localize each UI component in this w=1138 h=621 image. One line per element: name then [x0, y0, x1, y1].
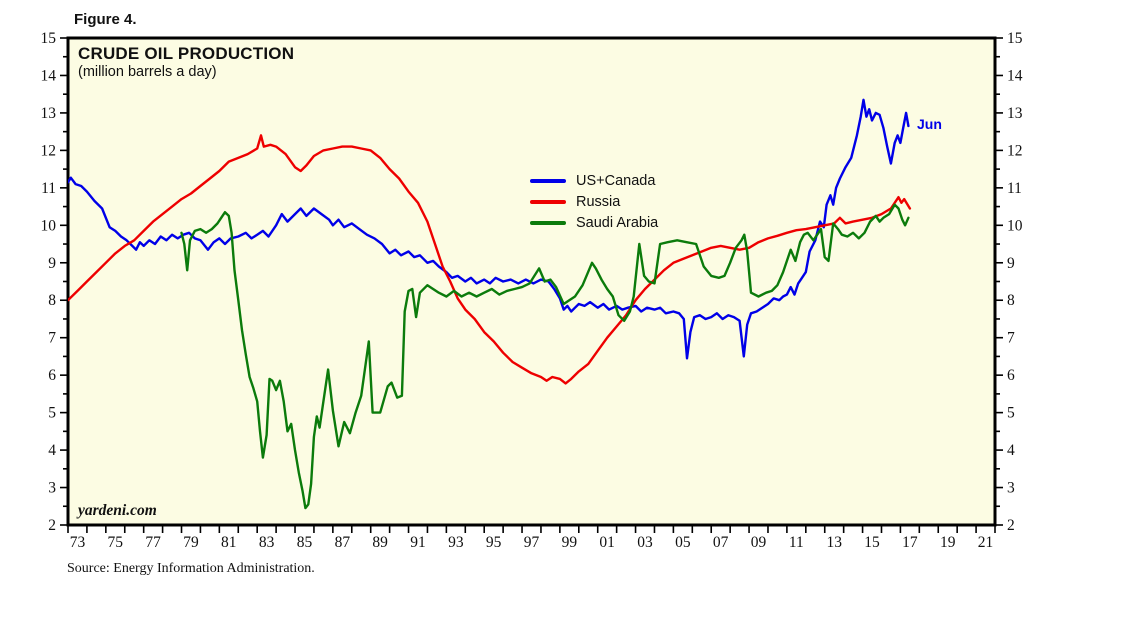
- legend-item-us-canada: US+Canada: [530, 170, 658, 191]
- y-tick-label-left: 9: [48, 255, 56, 272]
- us-canada-line-swatch: [530, 178, 566, 183]
- y-tick-label-right: 6: [1007, 367, 1015, 384]
- x-tick-label: 95: [486, 534, 502, 551]
- x-tick-label: 17: [902, 534, 918, 551]
- x-tick-label: 99: [562, 534, 578, 551]
- y-tick-label-right: 12: [1007, 142, 1023, 159]
- y-tick-label-left: 6: [48, 367, 56, 384]
- figure-label: Figure 4.: [74, 11, 137, 28]
- y-tick-label-left: 15: [41, 30, 57, 47]
- x-tick-label: 91: [410, 534, 426, 551]
- y-tick-label-left: 3: [48, 480, 56, 497]
- x-tick-label: 83: [259, 534, 275, 551]
- x-tick-label: 73: [70, 534, 86, 551]
- x-tick-label: 87: [335, 534, 351, 551]
- series-line-russia: [68, 134, 912, 385]
- y-tick-label-right: 14: [1007, 67, 1023, 84]
- x-tick-label: 11: [789, 534, 804, 551]
- y-tick-label-left: 4: [48, 442, 56, 459]
- x-tick-label: 21: [978, 534, 994, 551]
- x-tick-label: 75: [108, 534, 124, 551]
- y-tick-label-left: 12: [41, 142, 57, 159]
- y-tick-label-left: 10: [41, 217, 57, 234]
- y-tick-label-left: 14: [41, 67, 57, 84]
- jun-annotation: Jun: [917, 116, 942, 132]
- y-tick-label-left: 8: [48, 292, 56, 309]
- legend-item-russia: Russia: [530, 191, 658, 212]
- x-tick-label: 97: [524, 534, 540, 551]
- y-tick-label-left: 13: [41, 105, 57, 122]
- x-tick-label: 15: [864, 534, 880, 551]
- x-tick-label: 93: [448, 534, 464, 551]
- y-tick-label-right: 11: [1007, 180, 1022, 197]
- y-tick-label-right: 9: [1007, 255, 1015, 272]
- y-tick-label-left: 2: [48, 517, 56, 534]
- series-line-saudi-arabia: [180, 203, 910, 510]
- legend-label-russia: Russia: [576, 193, 621, 210]
- y-tick-label-right: 8: [1007, 292, 1015, 309]
- legend-label-saudi-arabia: Saudi Arabia: [576, 214, 659, 231]
- y-tick-label-left: 5: [48, 405, 56, 422]
- x-tick-label: 79: [183, 534, 199, 551]
- y-tick-label-right: 4: [1007, 442, 1015, 459]
- russia-line-swatch: [530, 199, 566, 204]
- yardeni-watermark: yardeni.com: [78, 502, 157, 519]
- y-tick-label-right: 10: [1007, 217, 1023, 234]
- x-tick-label: 19: [940, 534, 956, 551]
- y-tick-label-right: 5: [1007, 405, 1015, 422]
- x-tick-label: 77: [145, 534, 161, 551]
- x-tick-label: 01: [599, 534, 615, 551]
- legend-label-us-canada: US+Canada: [576, 172, 656, 189]
- chart-title: CRUDE OIL PRODUCTION: [78, 44, 295, 63]
- saudi-arabia-line-swatch: [530, 220, 566, 225]
- x-tick-label: 81: [221, 534, 237, 551]
- y-tick-label-right: 15: [1007, 30, 1023, 47]
- x-tick-label: 85: [297, 534, 313, 551]
- chart-subtitle: (million barrels a day): [78, 64, 217, 80]
- y-tick-label-right: 3: [1007, 480, 1015, 497]
- x-tick-label: 07: [713, 534, 729, 551]
- x-tick-label: 09: [751, 534, 767, 551]
- x-tick-label: 05: [675, 534, 691, 551]
- chart-legend: US+Canada Russia Saudi Arabia: [530, 170, 658, 233]
- y-tick-label-left: 11: [41, 180, 56, 197]
- legend-item-saudi-arabia: Saudi Arabia: [530, 212, 658, 233]
- x-tick-label: 03: [637, 534, 653, 551]
- y-tick-label-right: 13: [1007, 105, 1023, 122]
- x-tick-label: 13: [826, 534, 842, 551]
- y-tick-label-right: 7: [1007, 330, 1015, 347]
- y-tick-label-right: 2: [1007, 517, 1015, 534]
- y-tick-label-left: 7: [48, 330, 56, 347]
- source-note: Source: Energy Information Administratio…: [67, 561, 315, 576]
- x-tick-label: 89: [372, 534, 388, 551]
